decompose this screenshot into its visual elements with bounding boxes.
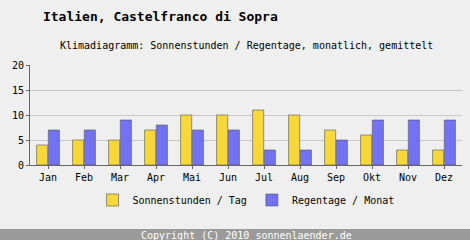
svg-text:Okt: Okt: [363, 172, 381, 183]
svg-text:15: 15: [12, 85, 24, 96]
svg-text:Klimadiagramm: Sonnenstunden /: Klimadiagramm: Sonnenstunden / Regentage…: [60, 40, 433, 51]
svg-text:Dez: Dez: [435, 172, 453, 183]
svg-text:Feb: Feb: [75, 172, 93, 183]
svg-text:Nov: Nov: [399, 172, 417, 183]
svg-text:Jan: Jan: [39, 172, 57, 183]
svg-text:Sonnenstunden / Tag: Sonnenstunden / Tag: [133, 195, 247, 206]
svg-text:Mai: Mai: [183, 172, 201, 183]
svg-text:Jul: Jul: [255, 172, 273, 183]
svg-text:Copyright (C) 2010 sonnenlaend: Copyright (C) 2010 sonnenlaender.de: [141, 230, 352, 240]
svg-text:Jun: Jun: [219, 172, 237, 183]
svg-text:5: 5: [18, 135, 24, 146]
svg-text:20: 20: [12, 60, 24, 71]
svg-text:Sep: Sep: [327, 172, 345, 183]
svg-text:Aug: Aug: [291, 172, 309, 183]
svg-text:10: 10: [12, 110, 24, 121]
svg-text:0: 0: [18, 160, 24, 171]
svg-text:Italien, Castelfranco di Sopra: Italien, Castelfranco di Sopra: [43, 9, 278, 24]
svg-text:Mar: Mar: [111, 172, 129, 183]
svg-text:Regentage / Monat: Regentage / Monat: [292, 195, 394, 206]
svg-text:Apr: Apr: [147, 172, 165, 183]
